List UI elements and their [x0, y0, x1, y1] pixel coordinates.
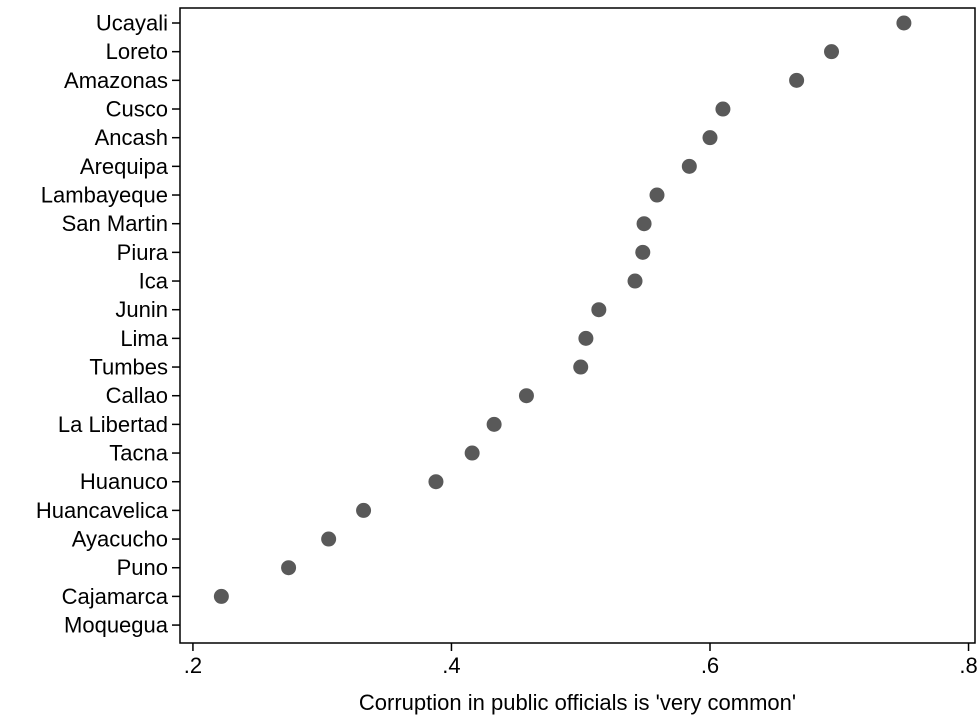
data-point-piura — [635, 245, 650, 260]
y-label-san-martin: San Martin — [62, 211, 168, 236]
data-point-ica — [628, 274, 643, 289]
y-label-lima: Lima — [120, 326, 168, 351]
y-label-junin: Junin — [115, 297, 168, 322]
y-label-ica: Ica — [139, 269, 169, 294]
y-label-amazonas: Amazonas — [64, 68, 168, 93]
data-point-amazonas — [789, 73, 804, 88]
y-label-lambayeque: Lambayeque — [41, 183, 168, 208]
data-point-junin — [591, 302, 606, 317]
x-tick-label-2: .6 — [701, 653, 719, 678]
y-label-ancash: Ancash — [95, 125, 168, 150]
y-label-huanuco: Huanuco — [80, 469, 168, 494]
data-point-arequipa — [682, 159, 697, 174]
data-point-ucayali — [896, 16, 911, 31]
data-point-san-martin — [637, 216, 652, 231]
data-point-huanuco — [428, 474, 443, 489]
y-label-tacna: Tacna — [109, 441, 168, 466]
y-label-piura: Piura — [117, 240, 169, 265]
data-point-callao — [519, 388, 534, 403]
data-point-ayacucho — [321, 532, 336, 547]
x-axis: .2 .4 .6 .8 — [184, 643, 978, 678]
y-label-callao: Callao — [106, 383, 168, 408]
data-point-la-libertad — [487, 417, 502, 432]
y-label-arequipa: Arequipa — [80, 154, 169, 179]
y-label-huancavelica: Huancavelica — [36, 498, 169, 523]
data-point-cajamarca — [214, 589, 229, 604]
data-point-tacna — [465, 446, 480, 461]
data-point-puno — [281, 560, 296, 575]
x-tick-label-0: .2 — [184, 653, 202, 678]
data-point-cusco — [715, 102, 730, 117]
data-point-huancavelica — [356, 503, 371, 518]
y-label-ayacucho: Ayacucho — [72, 527, 168, 552]
x-tick-label-1: .4 — [442, 653, 460, 678]
x-axis-title: Corruption in public officials is 'very … — [359, 690, 796, 715]
y-label-cajamarca: Cajamarca — [62, 584, 169, 609]
data-point-lima — [578, 331, 593, 346]
plot-frame — [180, 8, 975, 643]
y-label-tumbes: Tumbes — [89, 355, 168, 380]
data-points — [214, 16, 912, 604]
y-label-la-libertad: La Libertad — [58, 412, 168, 437]
y-label-moquegua: Moquegua — [64, 613, 169, 638]
y-label-puno: Puno — [117, 555, 168, 580]
y-label-cusco: Cusco — [106, 97, 168, 122]
data-point-lambayeque — [650, 188, 665, 203]
data-point-tumbes — [573, 360, 588, 375]
y-axis: Ucayali Loreto Amazonas Cusco Ancash Arequipa… — [36, 11, 180, 638]
data-point-loreto — [824, 44, 839, 59]
y-label-ucayali: Ucayali — [96, 11, 168, 36]
data-point-ancash — [703, 130, 718, 145]
x-tick-label-3: .8 — [959, 653, 977, 678]
y-label-loreto: Loreto — [106, 39, 168, 64]
